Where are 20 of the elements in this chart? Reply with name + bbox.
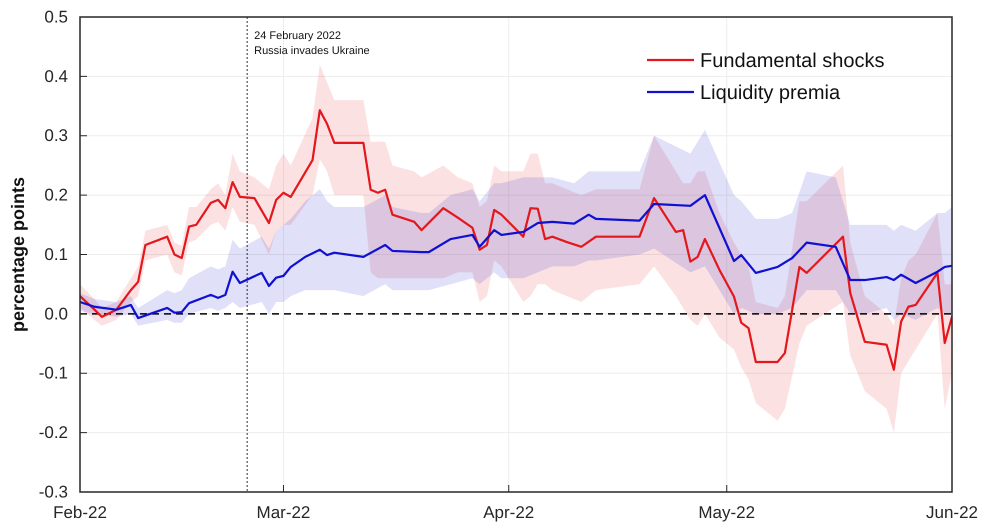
y-tick-label: 0.4 (44, 66, 68, 86)
x-tick-label: Feb-22 (53, 503, 107, 522)
y-tick-label: -0.1 (38, 364, 68, 383)
y-tick-label: 0.2 (44, 186, 68, 205)
y-tick-label: 0.1 (44, 244, 68, 264)
y-tick-label: 0.3 (44, 126, 68, 146)
y-tick-label: -0.3 (38, 482, 68, 502)
y-tick-label: 0.5 (44, 7, 68, 26)
legend-label: Liquidity premia (700, 82, 841, 104)
ref-line-label: 24 February 2022 Russia invades Ukraine (254, 30, 370, 57)
line-series (80, 109, 952, 371)
y-tick-label: -0.2 (38, 423, 68, 442)
x-tick-label: Jun-22 (926, 503, 978, 522)
x-tick-label: Mar-22 (256, 503, 310, 522)
y-axis-title: percentage points (8, 176, 28, 332)
y-tick-label: 0.0 (44, 304, 68, 324)
legend-label: Fundamental shocks (700, 50, 885, 72)
x-tick-label: May-22 (698, 503, 756, 522)
x-tick-label: Apr-22 (483, 503, 534, 522)
line-series (80, 194, 952, 320)
